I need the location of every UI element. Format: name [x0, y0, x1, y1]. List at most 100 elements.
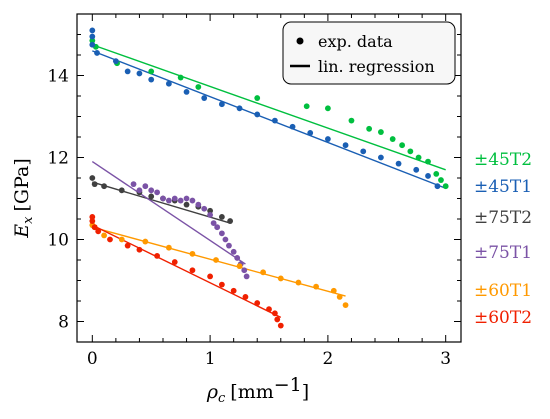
data-point [236, 263, 243, 270]
data-point [307, 130, 314, 136]
data-point [101, 183, 107, 190]
regression-line [92, 44, 446, 171]
data-point [183, 89, 190, 95]
data-point [324, 105, 331, 112]
data-point [95, 228, 102, 235]
regression-line [91, 161, 246, 265]
data-point [324, 136, 331, 142]
data-point [154, 189, 160, 196]
data-point [195, 84, 202, 90]
regression-line [92, 181, 231, 224]
data-point [183, 195, 190, 202]
data-point [118, 236, 125, 243]
data-point [189, 250, 196, 257]
data-point [413, 166, 420, 173]
data-point [254, 111, 261, 118]
data-point [274, 316, 281, 323]
data-point [230, 287, 237, 294]
data-point [271, 117, 278, 124]
legend-label-exp-data: exp. data [318, 32, 393, 51]
data-point [415, 154, 422, 161]
regression-line [92, 226, 346, 297]
data-point [89, 33, 96, 40]
data-point [254, 300, 261, 306]
data-point [130, 181, 137, 188]
data-point [218, 230, 225, 237]
data-point [218, 101, 225, 108]
data-point [89, 214, 96, 220]
data-point [399, 142, 406, 149]
data-point [425, 158, 431, 165]
data-point [243, 273, 250, 280]
series-label: ±45T2 [474, 150, 532, 170]
data-point [241, 267, 248, 274]
data-point [260, 269, 267, 276]
data-point [142, 238, 149, 245]
data-point [442, 183, 449, 190]
data-point [213, 257, 219, 263]
data-point [218, 281, 225, 288]
data-point [236, 105, 243, 112]
data-point [207, 207, 214, 214]
data-point [254, 95, 261, 101]
data-point [342, 142, 349, 149]
legend-box [282, 21, 456, 85]
data-point [425, 173, 431, 179]
data-point [177, 74, 184, 81]
data-point [136, 246, 143, 253]
data-point [207, 212, 214, 218]
data-point [330, 287, 337, 294]
data-point [389, 136, 396, 142]
data-point [195, 201, 202, 208]
data-point [218, 214, 225, 220]
data-point [207, 273, 214, 280]
data-point [201, 95, 208, 101]
data-point [222, 236, 229, 243]
data-point [303, 103, 310, 110]
data-point [107, 236, 113, 243]
data-point [433, 171, 440, 177]
data-point [438, 177, 444, 183]
legend-dot-marker [296, 37, 304, 45]
data-point [91, 224, 98, 231]
regression-lines [91, 44, 446, 319]
data-point [136, 187, 143, 194]
data-point [171, 259, 178, 265]
y-tick-label: 10 [47, 231, 69, 251]
data-point [165, 197, 172, 204]
legend: exp. data lin. regression [282, 21, 456, 85]
data-point [189, 197, 196, 204]
data-point [266, 306, 272, 313]
data-point [94, 50, 100, 56]
data-point [277, 322, 284, 329]
data-point [160, 195, 166, 202]
data-point [148, 193, 155, 200]
data-point [142, 183, 149, 190]
x-tick-label: 3 [440, 349, 451, 369]
data-point [89, 27, 96, 34]
data-point [407, 148, 414, 155]
data-point [89, 175, 96, 181]
data-point [336, 294, 343, 300]
data-point [148, 187, 155, 194]
y-axis-title: Ex[GPa] [11, 158, 36, 238]
series-label: ±60T1 [474, 281, 532, 301]
data-point [165, 80, 172, 87]
y-tick-label: 8 [58, 313, 69, 333]
data-point [360, 148, 367, 155]
data-point [348, 117, 355, 124]
data-point [171, 195, 178, 202]
data-point [136, 70, 143, 77]
x-tick-label: 1 [205, 349, 216, 369]
data-point [226, 242, 232, 249]
series-labels: ±45T2 ±45T1 ±75T2 ±75T1 ±60T1 ±60T2 [474, 150, 532, 328]
legend-label-lin-regression: lin. regression [318, 57, 435, 76]
data-point [183, 201, 190, 208]
data-point [271, 310, 278, 317]
data-point [242, 294, 249, 300]
data-point [101, 232, 107, 239]
x-tick-label: 0 [87, 349, 98, 369]
data-point [227, 218, 234, 224]
data-point [165, 244, 172, 251]
